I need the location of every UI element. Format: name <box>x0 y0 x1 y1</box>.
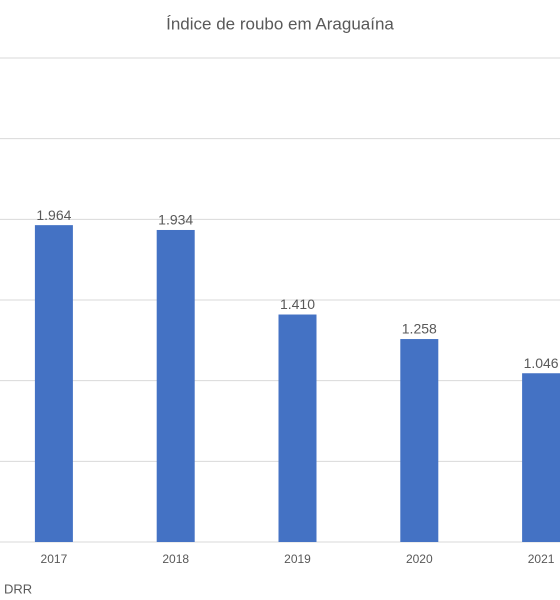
value-label: 1.046 <box>524 355 559 371</box>
x-tick-label: 2020 <box>406 552 433 566</box>
x-tick-label: 2021 <box>528 552 555 566</box>
value-label: 1.410 <box>280 296 315 312</box>
x-tick-label: 2018 <box>162 552 189 566</box>
value-label: 1.964 <box>36 207 71 223</box>
bar <box>156 229 195 543</box>
bar <box>522 373 560 542</box>
chart-title: Índice de roubo em Araguaína <box>166 14 394 33</box>
bar <box>400 339 439 542</box>
value-label: 1.258 <box>402 321 437 337</box>
value-label: 1.934 <box>158 212 193 228</box>
bar <box>278 314 317 542</box>
x-tick-label: 2017 <box>41 552 68 566</box>
x-tick-label: 2019 <box>284 552 311 566</box>
source: DRR <box>4 581 32 596</box>
bar <box>34 225 73 542</box>
